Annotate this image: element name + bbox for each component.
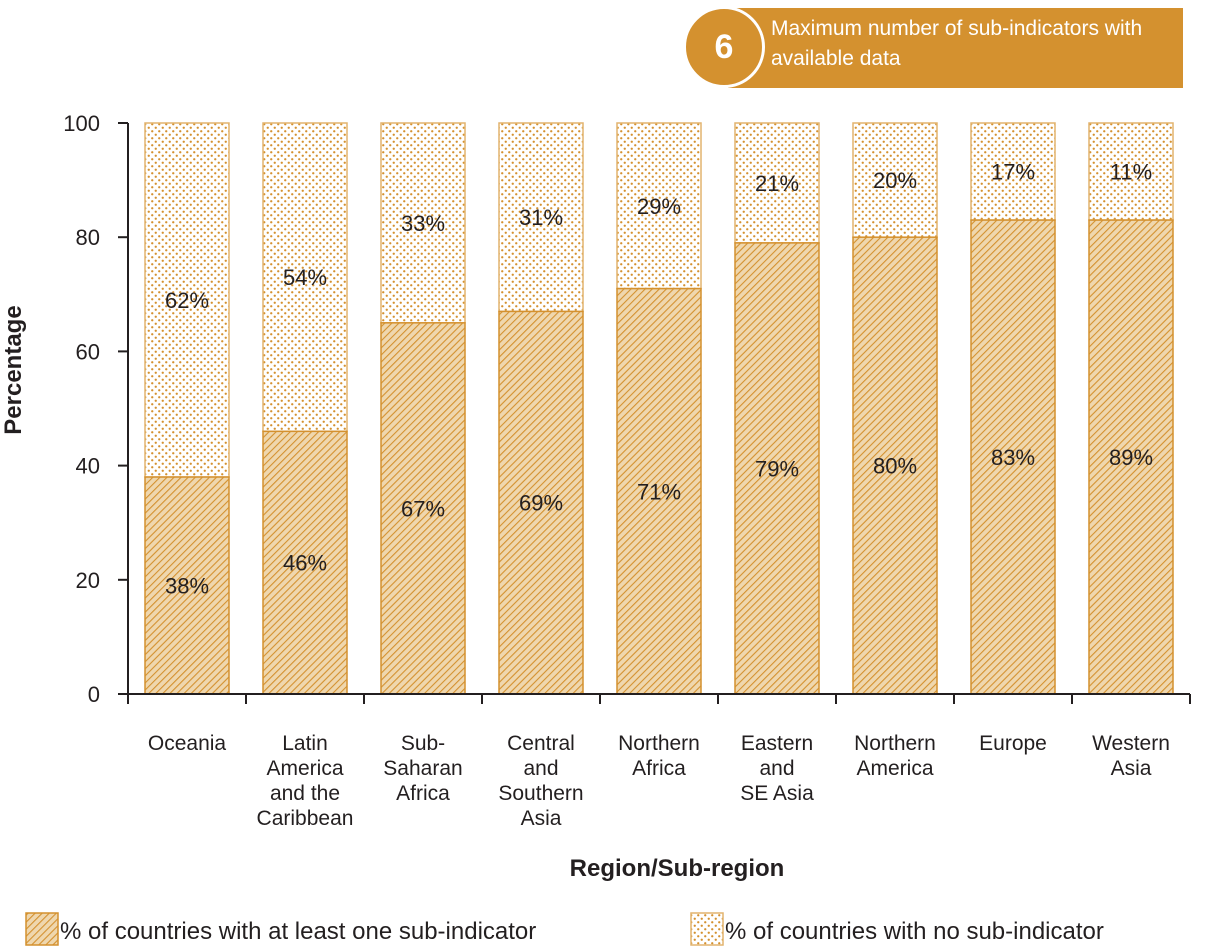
x-tick-label-line: Caribbean [257, 807, 354, 830]
bar-segment-no-sub-indicator [498, 122, 584, 313]
x-tick-label: Oceania [148, 732, 227, 755]
data-label-at-least-one: 83% [991, 445, 1035, 470]
x-tick-label-line: Saharan [383, 757, 462, 780]
data-label-no-sub-indicator: 62% [165, 288, 209, 313]
bar-segment-no-sub-indicator [734, 122, 820, 244]
x-tick-label-line: Oceania [148, 732, 227, 755]
bar-segment-at-least-one [498, 310, 584, 695]
data-label-at-least-one: 89% [1109, 445, 1153, 470]
bar-segment-no-sub-indicator [616, 122, 702, 290]
bar-segment-at-least-one [852, 236, 938, 695]
data-label-no-sub-indicator: 54% [283, 265, 327, 290]
x-tick-label-line: Africa [632, 757, 686, 780]
data-label-no-sub-indicator: 21% [755, 171, 799, 196]
y-tick-label: 0 [88, 682, 100, 707]
y-tick-label: 100 [63, 111, 100, 136]
x-tick-label-line: and [759, 757, 794, 780]
max-sub-indicators-badge: 6 Maximum number of sub-indicators with … [683, 6, 1183, 88]
data-label-at-least-one: 80% [873, 454, 917, 479]
y-axis-title: Percentage [0, 305, 27, 434]
data-label-no-sub-indicator: 17% [991, 160, 1035, 185]
bar-segment-at-least-one [616, 287, 702, 695]
y-tick-label: 20 [76, 568, 100, 593]
bar-segment-no-sub-indicator [262, 122, 348, 433]
x-tick-label-line: Africa [396, 782, 450, 805]
y-tick-label: 60 [76, 339, 100, 364]
data-label-no-sub-indicator: 33% [401, 211, 445, 236]
x-tick-label: Sub-Saharan Africa [383, 732, 462, 805]
x-tick-label-line: America [266, 757, 343, 780]
x-tick-label-line: Western [1092, 732, 1170, 755]
data-label-no-sub-indicator: 29% [637, 194, 681, 219]
x-tick-label-line: and [523, 757, 558, 780]
x-tick-label: Northern Africa [618, 732, 700, 780]
y-tick-label: 40 [76, 454, 100, 479]
badge-bar [728, 8, 1183, 88]
x-tick-label-line: Europe [979, 732, 1047, 755]
x-tick-label-line: and the [270, 782, 340, 805]
legend-swatch [25, 912, 59, 946]
bar-segment-at-least-one [380, 322, 466, 695]
bars: 38% 62% 46% 54% 67% 33% 69% 31% 71% 29% 79% 21% 80% 2… [144, 122, 1174, 695]
x-tick-label-line: Eastern [741, 732, 813, 755]
data-label-no-sub-indicator: 11% [1110, 160, 1152, 185]
y-axis: 0 20 40 60 80 100 [63, 111, 129, 707]
legend-label: % of countries with no sub-indicator [725, 918, 1104, 945]
x-tick-label-line: Latin [282, 732, 328, 755]
bar-segment-no-sub-indicator [144, 122, 230, 478]
x-tick-label-line: Northern [854, 732, 936, 755]
badge-text: Maximum number of sub-indicators with av… [771, 17, 1143, 70]
badge-number: 6 [714, 27, 734, 66]
legend-label: % of countries with at least one sub-ind… [60, 918, 536, 945]
x-tick-label-line: Sub- [401, 732, 445, 755]
x-tick-label: Western Asia [1092, 732, 1170, 780]
x-axis-title: Region/Sub-region [570, 855, 785, 882]
bar-segment-at-least-one [1088, 219, 1174, 695]
data-label-at-least-one: 71% [637, 479, 681, 504]
x-tick-label: Central and Southern Asia [498, 732, 583, 830]
legend-swatch [690, 912, 724, 946]
legend: % of countries with at least one sub-ind… [25, 912, 1104, 946]
x-tick-label-line: Central [507, 732, 575, 755]
data-label-no-sub-indicator: 31% [519, 205, 563, 230]
x-tick-label: Europe [979, 732, 1047, 755]
bar-segment-at-least-one [734, 242, 820, 695]
bar-segment-no-sub-indicator [1088, 122, 1174, 221]
bar-segment-no-sub-indicator [852, 122, 938, 238]
data-label-at-least-one: 69% [519, 491, 563, 516]
x-tick-label: Eastern and SE Asia [740, 732, 814, 805]
x-tick-label-line: Asia [1111, 757, 1152, 780]
x-tick-label-line: America [856, 757, 933, 780]
data-label-no-sub-indicator: 20% [873, 168, 917, 193]
x-tick-label-line: Northern [618, 732, 700, 755]
x-tick-label-line: Southern [498, 782, 583, 805]
bar-segment-at-least-one [144, 476, 230, 695]
data-label-at-least-one: 67% [401, 496, 445, 521]
data-label-at-least-one: 38% [165, 574, 209, 599]
x-tick-label-line: Asia [521, 807, 562, 830]
x-tick-label: Northern America [854, 732, 936, 780]
bar-segment-at-least-one [970, 219, 1056, 695]
data-label-at-least-one: 46% [283, 551, 327, 576]
badge-circle: 6 [683, 6, 765, 88]
data-label-at-least-one: 79% [755, 456, 799, 481]
x-axis: Oceania Latin America and the CaribbeanSub-S… [118, 693, 1191, 830]
y-tick-label: 80 [76, 225, 100, 250]
x-tick-label: Latin America and the Caribbean [257, 732, 354, 830]
x-tick-label-line: SE Asia [740, 782, 814, 805]
